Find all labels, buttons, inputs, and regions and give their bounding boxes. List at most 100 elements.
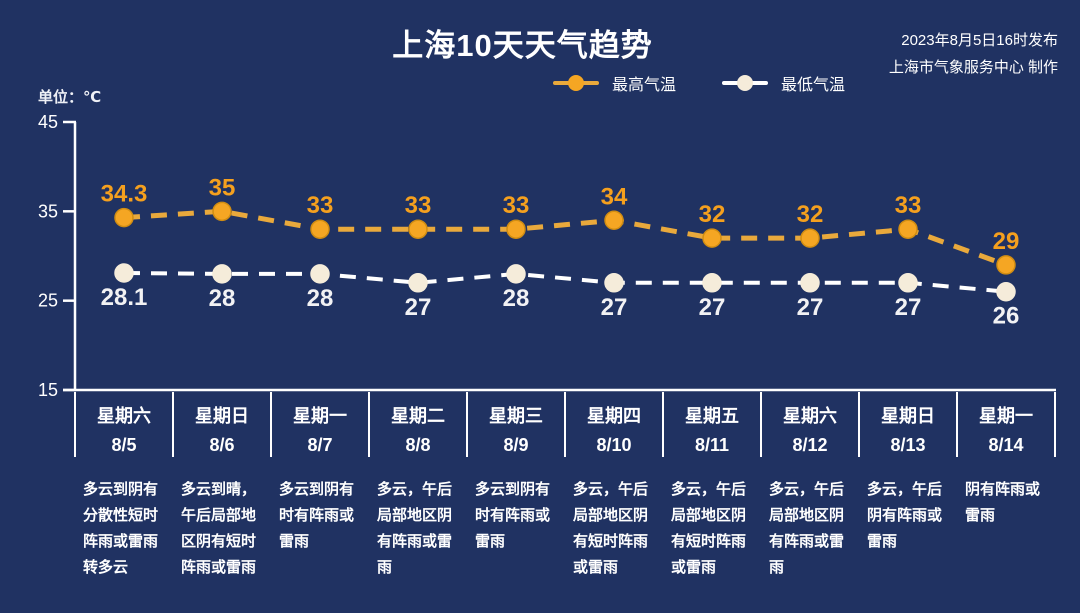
legend-dot	[737, 75, 754, 91]
weekday-label: 星期日	[881, 406, 935, 426]
weekday-label: 星期一	[293, 406, 347, 426]
data-point-marker-high	[212, 201, 232, 222]
data-point-marker-low	[408, 273, 428, 293]
data-point-label-high: 32	[699, 201, 726, 228]
date-label: 8/8	[405, 435, 431, 455]
date-label: 8/10	[596, 435, 632, 455]
data-point-label-low: 28.1	[101, 284, 148, 311]
data-point-label-high: 33	[503, 192, 530, 219]
date-label: 8/5	[111, 435, 137, 455]
day-column: 星期二 8/8 多云，午后局部地区阴有阵雨或雷雨	[369, 392, 467, 581]
day-column: 星期四 8/10 多云，午后局部地区阴有短时阵雨或雷雨	[565, 392, 663, 581]
legend-label: 最高气温	[612, 77, 677, 94]
weekday-label: 星期二	[391, 406, 445, 426]
chart-legend: 最高气温 最低气温	[553, 71, 845, 95]
data-point-marker-low	[996, 281, 1016, 302]
data-point-label-low: 27	[601, 294, 628, 321]
data-point-marker-high	[996, 255, 1016, 275]
data-point-label-high: 35	[209, 174, 236, 201]
issuer: 上海市气象服务中心 制作	[888, 59, 1058, 76]
data-point-marker-high	[506, 219, 526, 239]
date-label: 8/9	[503, 435, 529, 455]
day-column: 星期六 8/12 多云，午后局部地区阴有阵雨或雷雨	[761, 392, 859, 581]
data-point-label-low: 27	[895, 294, 922, 321]
day-column: 星期一 8/14 阴有阵雨或雷雨	[957, 392, 1055, 581]
weekday-label: 星期五	[685, 406, 739, 426]
issue-time: 2023年8月5日16时发布	[901, 32, 1058, 49]
legend-item-low: 最低气温	[722, 71, 845, 95]
forecast-text: 阴有阵雨或雷雨	[965, 481, 1041, 524]
date-label: 8/13	[890, 435, 926, 455]
forecast-text: 多云，午后阴有阵雨或雷雨	[867, 481, 943, 550]
data-point-marker-low	[212, 264, 232, 284]
data-point-label-low: 27	[699, 294, 726, 321]
forecast-text: 多云，午后局部地区阴有短时阵雨或雷雨	[671, 481, 747, 576]
y-axis-tick-label: 45	[38, 112, 58, 132]
issue-info: 2023年8月5日16时发布 上海市气象服务中心 制作	[889, 27, 1058, 81]
daily-forecast-table: 星期六 8/5 多云到阴有分散性短时阵雨或雷雨转多云 星期日 8/6 多云到晴，午后局部地…	[75, 392, 1055, 581]
weekday-label: 星期日	[195, 406, 249, 426]
legend-marker-icon	[722, 74, 769, 92]
unit-label: 单位：℃	[38, 89, 102, 106]
data-point-label-high: 34	[601, 183, 628, 210]
data-point-marker-high	[408, 219, 428, 239]
data-point-label-high: 29	[993, 228, 1020, 255]
page-title: 上海10天天气趋势	[392, 28, 653, 63]
data-point-marker-low	[800, 273, 820, 293]
data-point-marker-high	[114, 207, 134, 228]
data-point-marker-high	[800, 228, 820, 248]
data-point-marker-low	[506, 264, 526, 284]
day-column: 星期日 8/6 多云到晴，午后局部地区阴有短时阵雨或雷雨	[173, 392, 271, 581]
data-point-marker-high	[310, 219, 330, 239]
legend-marker-icon	[553, 74, 599, 92]
y-axis-tick-label: 15	[38, 380, 58, 400]
day-column: 星期一 8/7 多云到阴有时有阵雨或雷雨	[271, 392, 369, 581]
data-point-label-high: 33	[405, 192, 432, 219]
data-point-label-low: 28	[503, 285, 530, 312]
forecast-text: 多云到阴有分散性短时阵雨或雷雨转多云	[83, 481, 159, 576]
date-label: 8/14	[988, 435, 1024, 455]
weekday-label: 星期六	[97, 406, 151, 426]
data-point-label-low: 26	[993, 303, 1020, 330]
legend-dot	[568, 75, 584, 91]
y-axis-tick-label: 35	[38, 201, 58, 221]
data-point-marker-high	[702, 228, 722, 248]
data-point-marker-low	[702, 273, 722, 293]
date-label: 8/6	[209, 435, 235, 455]
data-point-label-high: 33	[307, 192, 334, 219]
legend-item-high: 最高气温	[553, 71, 676, 95]
data-point-marker-low	[310, 264, 330, 284]
date-label: 8/7	[307, 435, 333, 455]
y-axis-tick-label: 25	[38, 291, 58, 311]
forecast-text: 多云，午后局部地区阴有阵雨或雷雨	[769, 481, 845, 576]
forecast-text: 多云到阴有时有阵雨或雷雨	[475, 481, 551, 550]
weekday-label: 星期三	[489, 406, 543, 426]
data-point-marker-low	[114, 263, 134, 283]
data-point-marker-low	[898, 273, 918, 293]
data-point-marker-low	[604, 273, 624, 293]
day-column: 星期六 8/5 多云到阴有分散性短时阵雨或雷雨转多云	[75, 392, 173, 581]
data-point-label-high: 33	[895, 192, 922, 219]
series-line-low	[123, 271, 1007, 294]
day-column: 星期三 8/9 多云到阴有时有阵雨或雷雨	[467, 392, 565, 581]
forecast-text: 多云到晴，午后局部地区阴有短时阵雨或雷雨	[181, 481, 257, 576]
data-point-label-low: 28	[307, 285, 334, 312]
data-point-label-high: 32	[797, 201, 824, 228]
forecast-text: 多云，午后局部地区阴有阵雨或雷雨	[377, 481, 453, 576]
day-column: 星期五 8/11 多云，午后局部地区阴有短时阵雨或雷雨	[663, 392, 761, 581]
date-label: 8/11	[694, 435, 730, 455]
legend-label: 最低气温	[781, 77, 846, 94]
series-line-high	[123, 208, 1007, 268]
forecast-text: 多云，午后局部地区阴有短时阵雨或雷雨	[573, 481, 649, 576]
forecast-text: 多云到阴有时有阵雨或雷雨	[279, 481, 355, 550]
weekday-label: 星期六	[783, 406, 837, 426]
weekday-label: 星期四	[587, 406, 641, 426]
data-point-marker-high	[604, 210, 624, 231]
day-column: 星期日 8/13 多云，午后阴有阵雨或雷雨	[859, 392, 957, 581]
data-point-label-low: 27	[797, 294, 824, 321]
data-point-label-low: 28	[209, 285, 236, 312]
data-point-label-low: 27	[405, 294, 432, 321]
date-label: 8/12	[792, 435, 828, 455]
